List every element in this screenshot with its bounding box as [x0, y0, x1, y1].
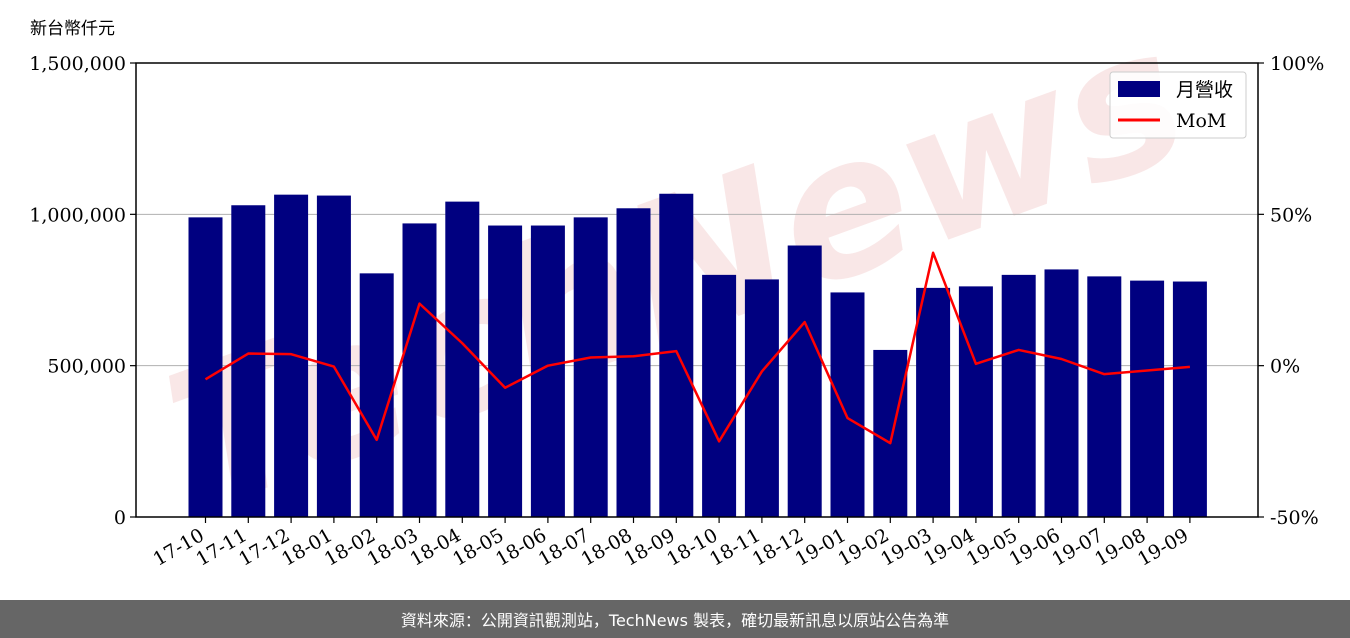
legend: 月營收 MoM	[1109, 71, 1247, 139]
bar-19-09	[1172, 281, 1207, 517]
bar-19-03	[916, 287, 951, 517]
bar-17-12	[274, 194, 309, 517]
bar-19-07	[1087, 276, 1122, 517]
bar-18-07	[573, 217, 608, 518]
left-tick-label: 1,000,000	[29, 204, 126, 226]
y-unit-label: 新台幣仟元	[30, 19, 115, 39]
mom-line	[204, 251, 1191, 445]
legend-swatch-bar	[1118, 81, 1160, 97]
bar-18-03	[402, 223, 437, 517]
bar-18-05	[488, 225, 523, 518]
bar-19-01	[830, 292, 865, 517]
bar-18-12	[787, 245, 822, 517]
bar-19-08	[1130, 280, 1165, 517]
revenue-chart: TechNews 0500,0001,000,0001,500,000-50%0…	[29, 0, 1324, 571]
bar-18-04	[445, 201, 480, 517]
bar-19-02	[873, 349, 908, 517]
right-tick-label: 100%	[1270, 53, 1324, 75]
left-tick-label: 0	[114, 507, 126, 529]
legend-label-revenue: 月營收	[1176, 79, 1233, 101]
mom-line-series	[204, 251, 1191, 445]
bar-19-05	[1001, 274, 1036, 517]
bar-19-04	[958, 286, 993, 517]
right-tick-label: -50%	[1270, 507, 1319, 529]
source-footer: 資料來源：公開資訊觀測站，TechNews 製表，確切最新訊息以原站公告為準	[0, 600, 1350, 638]
bar-18-09	[659, 193, 694, 517]
right-tick-label: 50%	[1270, 204, 1312, 226]
footer-text: 資料來源：公開資訊觀測站，TechNews 製表，確切最新訊息以原站公告為準	[400, 611, 950, 630]
left-tick-label: 1,500,000	[29, 53, 126, 75]
bar-18-02	[359, 273, 394, 517]
legend-label-mom: MoM	[1176, 110, 1226, 132]
bar-18-11	[744, 279, 779, 517]
left-tick-label: 500,000	[47, 356, 126, 378]
bar-17-10	[188, 217, 223, 518]
x-tick-label: 19-09	[1134, 524, 1192, 570]
bar-18-01	[316, 195, 351, 517]
plot-frame	[135, 62, 1259, 518]
bar-19-06	[1044, 269, 1079, 517]
right-tick-label: 0%	[1270, 356, 1300, 378]
bar-18-10	[702, 274, 737, 517]
bar-18-08	[616, 208, 651, 517]
